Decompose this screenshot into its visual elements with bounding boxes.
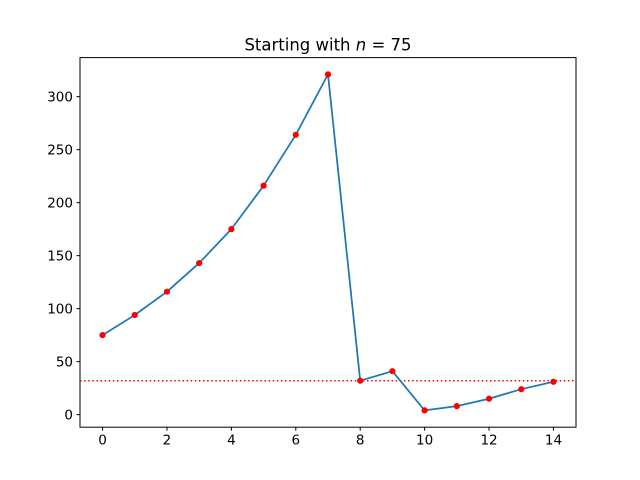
x-tick-label: 12: [480, 433, 497, 449]
data-point-marker: [485, 395, 493, 402]
axes-ticks: 0 2 4 6 8 10 12 14 0 50 100 150 200 250 300: [47, 89, 562, 448]
y-tick-label: 250: [47, 142, 73, 158]
plot-series: [80, 71, 576, 414]
y-tick-label: 50: [56, 354, 73, 370]
axes-frame: [79, 57, 577, 428]
data-point-marker: [196, 259, 203, 267]
x-tick-label: 0: [98, 433, 107, 449]
x-tick-label: 4: [227, 433, 236, 449]
chart-title-suffix: = 75: [366, 36, 411, 55]
x-tick-label: 14: [545, 433, 562, 449]
data-point-marker: [453, 403, 460, 410]
series-line: [101, 73, 555, 412]
data-point-marker: [228, 226, 235, 233]
data-point-marker: [357, 377, 364, 384]
x-tick-label: 6: [291, 433, 300, 449]
data-point-marker: [131, 311, 138, 319]
y-tick-label: 150: [47, 248, 73, 264]
y-tick-label: 200: [47, 195, 73, 211]
data-point-marker: [163, 288, 171, 295]
chart-title: Starting with n = 75: [244, 36, 411, 55]
data-point-marker: [260, 182, 267, 189]
data-point-marker: [99, 332, 106, 339]
data-point-marker: [421, 407, 428, 414]
data-point-marker: [518, 386, 525, 393]
y-tick-label: 300: [47, 89, 73, 105]
data-point-marker: [550, 378, 557, 385]
x-tick-label: 8: [356, 433, 365, 449]
y-tick-label: 100: [47, 301, 73, 317]
chart-title-prefix: Starting with: [244, 36, 355, 55]
x-tick-label: 10: [416, 433, 433, 449]
data-point-marker: [324, 71, 332, 78]
y-tick-label: 0: [64, 407, 73, 423]
data-point-marker: [389, 368, 396, 375]
x-tick-label: 2: [163, 433, 172, 449]
data-point-marker: [292, 131, 299, 138]
chart-title-var: n: [356, 36, 366, 55]
